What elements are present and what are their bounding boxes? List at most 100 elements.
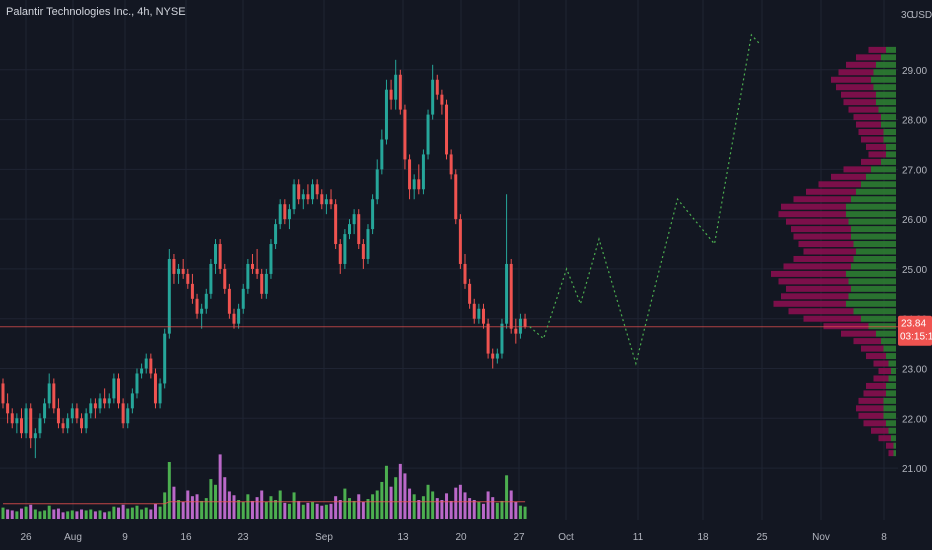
profile-bar-down (838, 69, 874, 76)
profile-bar-down (841, 330, 876, 337)
candle-body (15, 418, 19, 424)
volume-bar (329, 503, 333, 519)
profile-bar-down (831, 173, 866, 180)
volume-bar (237, 500, 241, 519)
candle-body (200, 308, 204, 314)
profile-bar-up (883, 345, 896, 352)
profile-bar-up (888, 375, 896, 382)
profile-bar-up (846, 203, 896, 210)
candle-body (514, 328, 518, 334)
volume-bar (163, 492, 167, 519)
candle-body (33, 433, 37, 439)
candle-body (38, 418, 42, 434)
volume-bar (297, 500, 301, 519)
candle-body (315, 184, 319, 195)
profile-bar-down (886, 442, 894, 449)
volume-bar (153, 503, 157, 519)
profile-bar-up (851, 226, 896, 233)
volume-bar (29, 504, 33, 519)
candle-body (311, 184, 315, 200)
profile-bar-up (883, 405, 896, 412)
candle-body (468, 283, 472, 304)
candle-body (292, 184, 296, 210)
volume-bar (394, 477, 398, 519)
profile-bar-down (793, 255, 854, 262)
volume-bar (509, 490, 513, 519)
volume-bar (523, 506, 527, 519)
volume-bar (15, 511, 19, 519)
volume-bar (315, 503, 319, 519)
profile-bar-down (856, 54, 881, 61)
profile-bar-down (773, 300, 846, 307)
volume-bar (33, 509, 37, 519)
profile-bar-up (861, 315, 896, 322)
candle-body (130, 393, 134, 409)
candle-body (384, 89, 388, 140)
volume-bar (449, 500, 453, 519)
profile-bar-down (861, 345, 884, 352)
candle-body (209, 263, 213, 294)
profile-bar-up (846, 270, 896, 277)
x-tick-label: 20 (455, 532, 467, 543)
volume-bar (431, 491, 435, 519)
x-tick-label: 9 (122, 532, 128, 543)
candle-body (380, 139, 384, 170)
profile-bar-up (886, 382, 896, 389)
volume-bar (232, 495, 236, 519)
profile-bar-up (878, 106, 896, 113)
candle-body (371, 199, 375, 230)
volume-bar (98, 510, 102, 519)
profile-bar-down (778, 278, 849, 285)
candle-body (375, 169, 379, 200)
volume-bar (421, 496, 425, 519)
volume-bar (264, 501, 268, 519)
profile-bar-up (883, 129, 896, 136)
profile-bar-down (873, 375, 889, 382)
volume-bar (47, 505, 51, 519)
volume-bar (311, 501, 315, 519)
candle-body (421, 154, 425, 190)
profile-bar-down (873, 360, 889, 367)
volume-bar (278, 490, 282, 519)
profile-bar-up (883, 412, 896, 419)
volume-bar (70, 510, 74, 519)
profile-bar-down (866, 353, 886, 360)
volume-bar (130, 507, 134, 519)
candle-body (389, 89, 393, 100)
volume-bar (440, 500, 444, 519)
profile-bar-down (848, 106, 879, 113)
candle-body (144, 358, 148, 369)
candle-body (43, 403, 47, 419)
y-tick-label: 26.00 (902, 215, 927, 226)
candle-body (463, 263, 467, 284)
volume-bar (500, 500, 504, 519)
profile-bar-up (853, 308, 896, 315)
candle-body (98, 398, 102, 409)
profile-bar-up (881, 121, 896, 128)
candle-body (477, 308, 481, 319)
candle-body (241, 288, 245, 309)
volume-bar (269, 496, 273, 519)
profile-bar-down (866, 382, 886, 389)
candle-body (334, 204, 338, 245)
candle-body (431, 79, 435, 115)
candle-body (24, 408, 28, 434)
volume-bar (93, 511, 97, 519)
profile-bar-down (871, 427, 889, 434)
profile-bar-up (846, 300, 896, 307)
profile-bar-up (846, 211, 896, 218)
volume-bar (403, 473, 407, 519)
candle-body (163, 333, 167, 384)
candle-body (495, 353, 499, 359)
x-tick-label: Oct (558, 532, 574, 543)
y-tick-label: 21.00 (902, 464, 927, 475)
candle-body (195, 298, 199, 314)
profile-bar-down (856, 405, 884, 412)
candle-body (121, 403, 125, 424)
volume-bar (371, 494, 375, 519)
y-tick-label: 28.00 (902, 116, 927, 127)
candle-body (218, 244, 222, 269)
volume-bar (200, 500, 204, 519)
